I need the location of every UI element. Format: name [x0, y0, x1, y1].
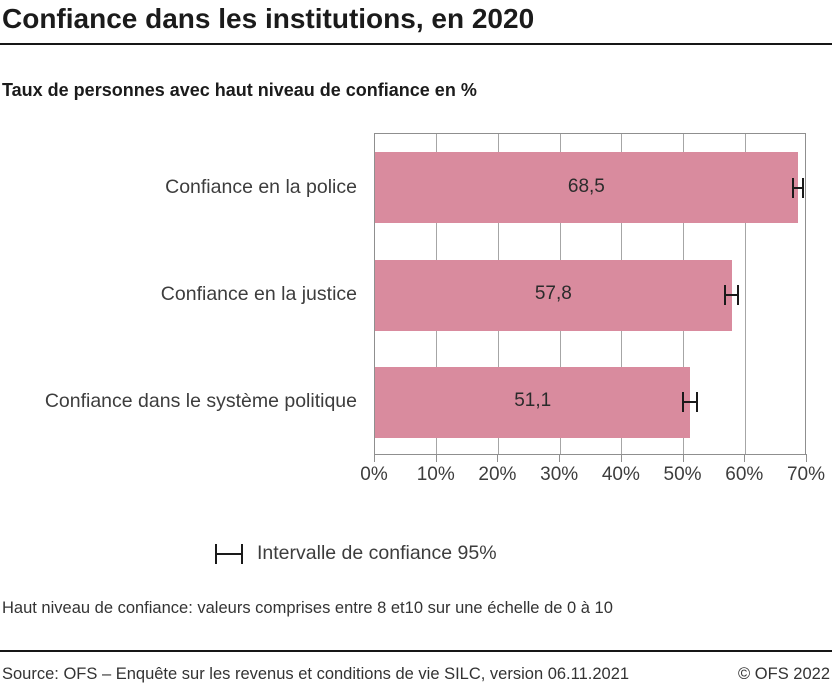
bar-value-label: 57,8 — [534, 283, 572, 304]
confidence-interval — [791, 177, 804, 198]
confidence-interval — [724, 285, 740, 305]
axis-tick — [374, 454, 375, 462]
confidence-interval-line — [684, 401, 697, 404]
axis-tick — [497, 454, 499, 462]
gridline — [744, 134, 746, 454]
axis-tick-label: 40% — [601, 464, 640, 485]
plot-area: 68,5 57,8 51,1 — [374, 133, 806, 455]
axis-tick-label: 30% — [540, 464, 579, 485]
category-label: Confiance en la justice — [160, 283, 357, 305]
page-title: Confiance dans les institutions, en 2020 — [2, 3, 535, 34]
axis-tick — [435, 454, 437, 462]
axis-tick-label: 10% — [416, 464, 455, 485]
axis-tick — [682, 454, 684, 462]
axis-tick — [806, 454, 807, 462]
bar-value-label: 51,1 — [514, 390, 552, 412]
axis-tick — [559, 454, 561, 462]
bar: 51,1 — [375, 366, 691, 438]
axis-tick — [620, 454, 622, 462]
axis-tick-label: 60% — [725, 464, 764, 485]
confidence-interval-line — [793, 186, 802, 189]
copyright-text: © OFS 2022 — [738, 665, 830, 683]
axis-tick-label: 70% — [786, 464, 826, 485]
axis-tick-label: 50% — [663, 464, 702, 485]
category-label: Confiance dans le système politique — [44, 390, 357, 413]
source-text: Source: OFS – Enquête sur les revenus et… — [2, 665, 630, 683]
bar-value-label: 68,5 — [567, 175, 605, 197]
axis-tick-label: 20% — [478, 464, 517, 485]
category-label: Confiance en la police — [165, 175, 357, 198]
bar: 57,8 — [375, 259, 732, 331]
axis-tick — [744, 454, 746, 462]
confidence-interval — [682, 392, 699, 413]
chart-subtitle: Taux de personnes avec haut niveau de co… — [2, 80, 477, 100]
legend-label: Intervalle de confiance 95% — [257, 542, 497, 564]
title-divider — [0, 43, 832, 45]
bar: 68,5 — [375, 152, 798, 224]
footer: Source: OFS – Enquête sur les revenus et… — [2, 665, 830, 684]
footer-divider — [0, 650, 832, 652]
error-bar-icon — [215, 543, 243, 564]
definition-note: Haut niveau de confiance: valeurs compri… — [2, 599, 613, 617]
confidence-interval-line — [726, 294, 738, 296]
legend: Intervalle de confiance 95% — [215, 542, 497, 565]
axis-tick-label: 0% — [360, 464, 388, 485]
